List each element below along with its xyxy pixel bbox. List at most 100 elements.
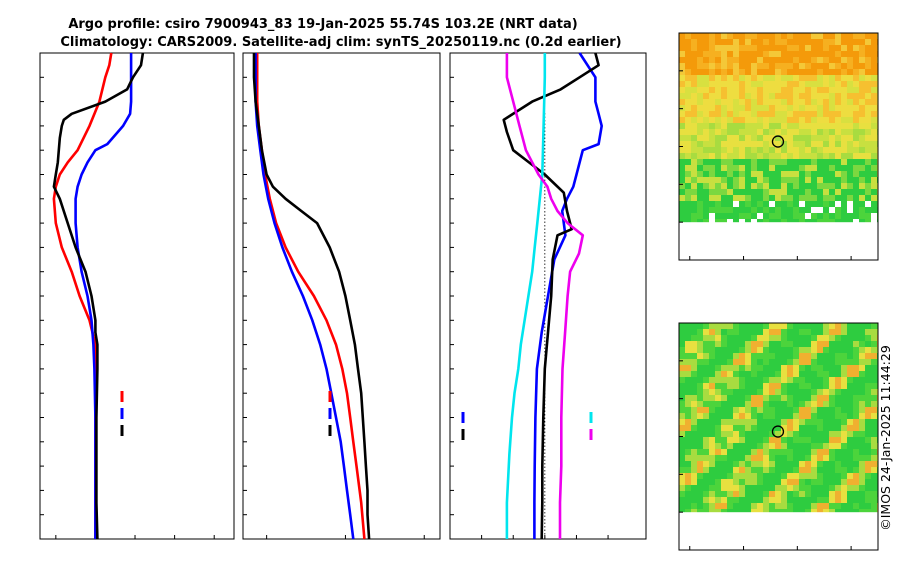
map-cell: [733, 341, 739, 347]
map-cell: [733, 497, 739, 503]
map-cell: [679, 365, 685, 371]
map-cell: [751, 135, 757, 141]
map-cell: [685, 81, 691, 87]
map-cell: [751, 165, 757, 171]
map-cell: [811, 207, 817, 213]
map-cell: [781, 467, 787, 473]
map-cell: [763, 401, 769, 407]
map-cell: [853, 413, 859, 419]
map-cell: [853, 39, 859, 45]
map-cell: [703, 473, 709, 479]
map-cell: [697, 69, 703, 75]
map-cell: [769, 75, 775, 81]
map-cell: [685, 479, 691, 485]
map-cell: [697, 455, 703, 461]
map-cell: [793, 117, 799, 123]
map-cell: [757, 51, 763, 57]
map-cell: [865, 111, 871, 117]
map-cell: [745, 329, 751, 335]
map-cell: [817, 431, 823, 437]
map-cell: [769, 347, 775, 353]
map-cell: [787, 395, 793, 401]
map-cell: [685, 93, 691, 99]
map-cell: [739, 117, 745, 123]
map-cell: [829, 111, 835, 117]
map-cell: [685, 437, 691, 443]
map-cell: [871, 479, 877, 485]
map-cell: [847, 419, 853, 425]
figure-title-line1: Argo profile: csiro 7900943_83 19-Jan-20…: [68, 17, 577, 32]
map-cell: [763, 81, 769, 87]
map-cell: [835, 111, 841, 117]
map-cell: [847, 69, 853, 75]
map-cell: [721, 183, 727, 189]
map-cell: [805, 147, 811, 153]
map-cell: [703, 33, 709, 39]
map-cell: [805, 413, 811, 419]
map-cell: [715, 117, 721, 123]
map-cell: [703, 359, 709, 365]
map-cell: [769, 383, 775, 389]
map-cell: [727, 81, 733, 87]
map-cell: [757, 509, 763, 513]
map-cell: [799, 57, 805, 63]
map-cell: [691, 419, 697, 425]
series-line-argo: [252, 53, 371, 540]
map-cell: [745, 87, 751, 93]
map-cell: [811, 45, 817, 51]
map-cell: [781, 39, 787, 45]
map-cell: [775, 509, 781, 513]
map-cell: [691, 395, 697, 401]
map-cell: [769, 63, 775, 69]
map-cell: [721, 395, 727, 401]
map-cell: [679, 39, 685, 45]
map-cell: [691, 189, 697, 195]
map-cell: [769, 485, 775, 491]
map-cell: [691, 147, 697, 153]
map-cell: [709, 81, 715, 87]
map-cell: [865, 401, 871, 407]
map-cell: [739, 81, 745, 87]
map-cell: [745, 383, 751, 389]
map-cell: [769, 69, 775, 75]
map-cell: [829, 81, 835, 87]
map-cell: [865, 353, 871, 359]
map-cell: [811, 153, 817, 159]
map-cell: [853, 207, 859, 213]
map-cell: [811, 329, 817, 335]
map-cell: [835, 99, 841, 105]
map-cell: [709, 329, 715, 335]
map-cell: [841, 147, 847, 153]
map-cell: [793, 213, 799, 219]
map-cell: [799, 377, 805, 383]
map-cell: [799, 455, 805, 461]
map-cell: [775, 93, 781, 99]
map-cell: [775, 129, 781, 135]
map-cell: [691, 389, 697, 395]
map-cell: [865, 51, 871, 57]
map-cell: [697, 111, 703, 117]
map-cell: [811, 413, 817, 419]
map-cell: [793, 467, 799, 473]
map-cell: [829, 69, 835, 75]
map-cell: [781, 419, 787, 425]
map-cell: [823, 117, 829, 123]
map-cell: [685, 323, 691, 329]
map-cell: [679, 219, 685, 223]
map-cell: [841, 485, 847, 491]
map-cell: [679, 117, 685, 123]
map-cell: [727, 479, 733, 485]
map-cell: [847, 335, 853, 341]
map-cell: [799, 503, 805, 509]
map-cell: [829, 105, 835, 111]
map-cell: [799, 467, 805, 473]
map-cell: [733, 33, 739, 39]
map-cell: [781, 473, 787, 479]
map-cell: [757, 323, 763, 329]
map-cell: [739, 219, 745, 223]
map-cell: [853, 69, 859, 75]
map-cell: [811, 33, 817, 39]
map-cell: [853, 201, 859, 207]
map-cell: [835, 177, 841, 183]
